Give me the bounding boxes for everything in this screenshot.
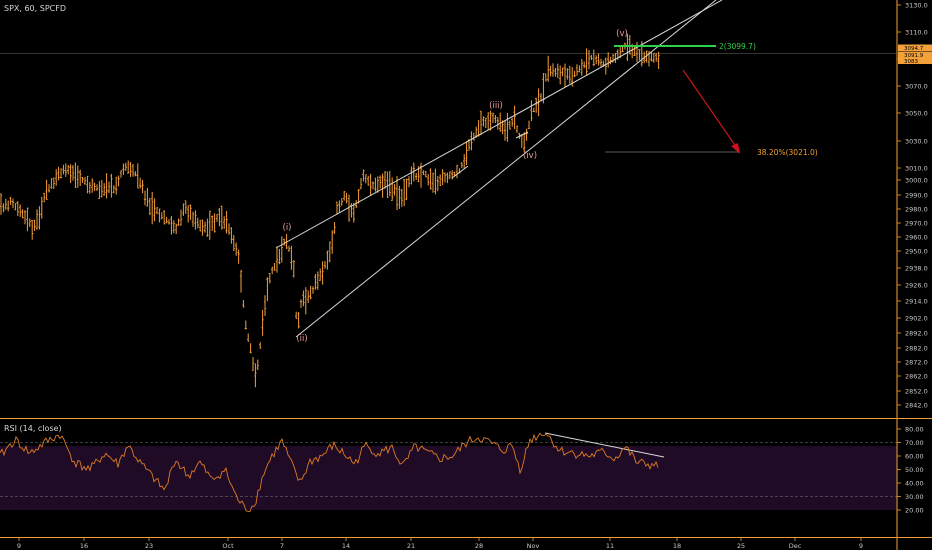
price-tick-label: 3030.0 bbox=[905, 138, 928, 146]
last-price-tag-label: 3091.9 bbox=[904, 53, 924, 59]
wave-label: (iii) bbox=[489, 101, 503, 111]
rsi-tick-label: 80.00 bbox=[905, 426, 924, 434]
price-axis[interactable]: 3130.03110.03090.03070.03050.03030.03010… bbox=[897, 2, 928, 410]
price-tick-label: 2960.0 bbox=[905, 234, 928, 242]
rsi-tick-label: 70.00 bbox=[905, 439, 924, 447]
price-tick-label: 2862.0 bbox=[905, 373, 928, 381]
wave-label: (ii) bbox=[296, 334, 307, 344]
time-tick-label: 28 bbox=[475, 542, 483, 550]
rsi-line bbox=[0, 432, 659, 512]
time-tick-label: 18 bbox=[673, 542, 681, 550]
price-tick-label: 2842.0 bbox=[905, 402, 928, 410]
channel-lower-line bbox=[295, 0, 717, 338]
price-tick-label: 2950.0 bbox=[905, 248, 928, 256]
time-tick-label: 23 bbox=[145, 542, 153, 550]
price-tick-label: 3010.0 bbox=[905, 165, 928, 173]
last-price-tag bbox=[898, 44, 932, 51]
time-tick-label: 11 bbox=[606, 542, 614, 550]
time-tick-label: Nov bbox=[527, 542, 540, 550]
time-tick-label: 9 bbox=[859, 542, 863, 550]
wave-label: (i) bbox=[283, 223, 292, 233]
last-price-tag-label: 3094.7 bbox=[904, 46, 924, 52]
rsi-bands bbox=[0, 442, 897, 497]
price-tick-label: 3110.0 bbox=[905, 29, 928, 37]
price-tick-label: 2892.0 bbox=[905, 330, 928, 338]
wave-label: (iv) bbox=[523, 151, 537, 161]
price-tick-label: 2902.0 bbox=[905, 315, 928, 323]
drawing-overlays bbox=[275, 0, 740, 458]
price-tick-label: 2882.0 bbox=[905, 345, 928, 353]
wave-labels: (i) (ii) (iii) (iv) (v) bbox=[283, 29, 628, 344]
price-tick-label: 2980.0 bbox=[905, 206, 928, 214]
wave-label: (v) bbox=[616, 29, 628, 39]
rsi-tick-label: 30.00 bbox=[905, 493, 924, 501]
projection-arrow bbox=[682, 69, 738, 149]
last-price-tag bbox=[898, 51, 932, 58]
symbol-legend[interactable]: SPX, 60, SPCFD bbox=[4, 4, 66, 13]
channel-upper-line bbox=[275, 0, 723, 249]
projection-arrowhead bbox=[731, 143, 740, 154]
rsi-tick-label: 20.00 bbox=[905, 507, 924, 515]
price-tick-label: 2852.0 bbox=[905, 388, 928, 396]
time-tick-label: Dec bbox=[789, 542, 802, 550]
price-tick-label: 2914.0 bbox=[905, 298, 928, 306]
price-tick-label: 2990.0 bbox=[905, 192, 928, 200]
rsi-axis[interactable]: 80.00 70.00 60.00 50.00 40.00 30.00 20.00 bbox=[897, 426, 924, 515]
price-tick-label: 3000.0 bbox=[905, 177, 928, 185]
price-tick-label: 2970.0 bbox=[905, 220, 928, 228]
time-tick-label: 9 bbox=[17, 542, 21, 550]
price-tick-label: 3130.0 bbox=[905, 2, 928, 10]
price-tick-label: 2938.0 bbox=[905, 265, 928, 273]
price-tick-label: 2872.0 bbox=[905, 359, 928, 367]
last-price-tag bbox=[898, 57, 932, 64]
wave-iv-trendline-2 bbox=[451, 165, 469, 179]
time-tick-label: 7 bbox=[280, 542, 284, 550]
rsi-divergence-line bbox=[544, 432, 665, 458]
rsi-legend[interactable]: RSI (14, close) bbox=[4, 424, 62, 433]
rsi-tick-label: 60.00 bbox=[905, 453, 924, 461]
rsi-tick-label: 50.00 bbox=[905, 466, 924, 474]
time-tick-label: 25 bbox=[737, 542, 745, 550]
price-tick-label: 2926.0 bbox=[905, 282, 928, 290]
last-price-tag-label: 3083 bbox=[904, 59, 918, 65]
time-axis[interactable]: 9 16 23 Oct 7 14 21 28 Nov 11 18 25 Dec 9 bbox=[17, 537, 863, 550]
time-tick-label: 16 bbox=[80, 542, 88, 550]
time-tick-label: 14 bbox=[342, 542, 350, 550]
time-tick-label: Oct bbox=[222, 542, 234, 550]
fib-target-label: 2(3099.7) bbox=[719, 42, 756, 51]
price-bars bbox=[0, 33, 660, 388]
wave-iv-trendline bbox=[515, 131, 529, 139]
rsi-band-fill bbox=[0, 446, 897, 510]
rsi-tick-label: 40.00 bbox=[905, 480, 924, 488]
price-tick-label: 3070.0 bbox=[905, 83, 928, 91]
time-tick-label: 21 bbox=[407, 542, 415, 550]
price-tick-label: 3050.0 bbox=[905, 110, 928, 118]
fib-retracement-label: 38.20%(3021.0) bbox=[757, 148, 818, 157]
